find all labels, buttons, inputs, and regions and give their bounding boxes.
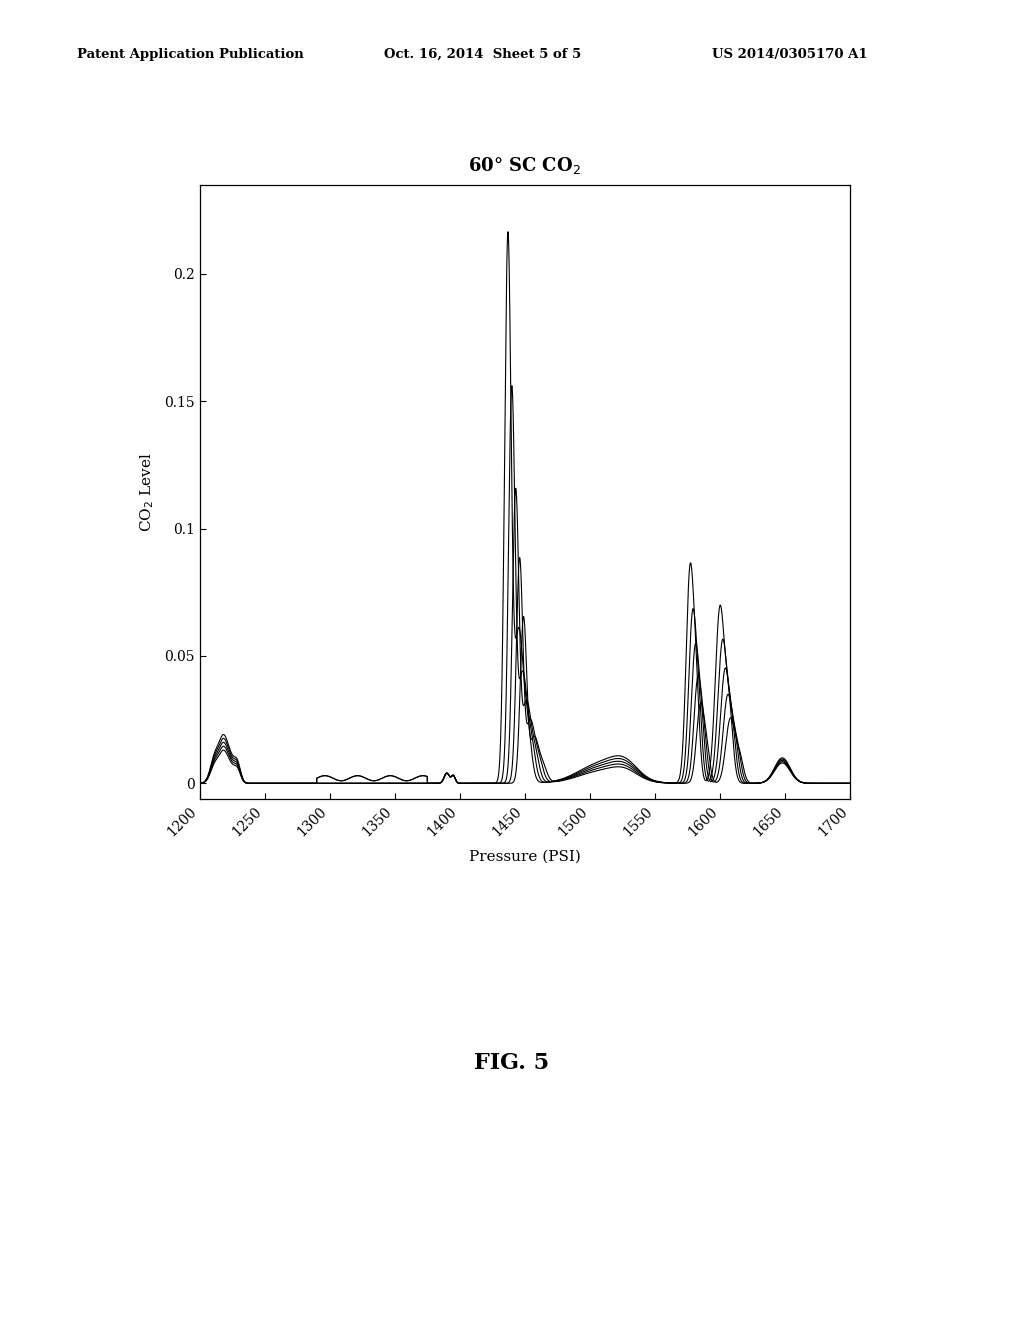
Text: Oct. 16, 2014  Sheet 5 of 5: Oct. 16, 2014 Sheet 5 of 5 <box>384 48 582 61</box>
Text: Patent Application Publication: Patent Application Publication <box>77 48 303 61</box>
X-axis label: Pressure (PSI): Pressure (PSI) <box>469 850 581 865</box>
Y-axis label: CO$_2$ Level: CO$_2$ Level <box>138 451 156 532</box>
Text: FIG. 5: FIG. 5 <box>474 1052 550 1073</box>
Title: 60° SC CO$_2$: 60° SC CO$_2$ <box>468 154 582 176</box>
Text: US 2014/0305170 A1: US 2014/0305170 A1 <box>712 48 867 61</box>
